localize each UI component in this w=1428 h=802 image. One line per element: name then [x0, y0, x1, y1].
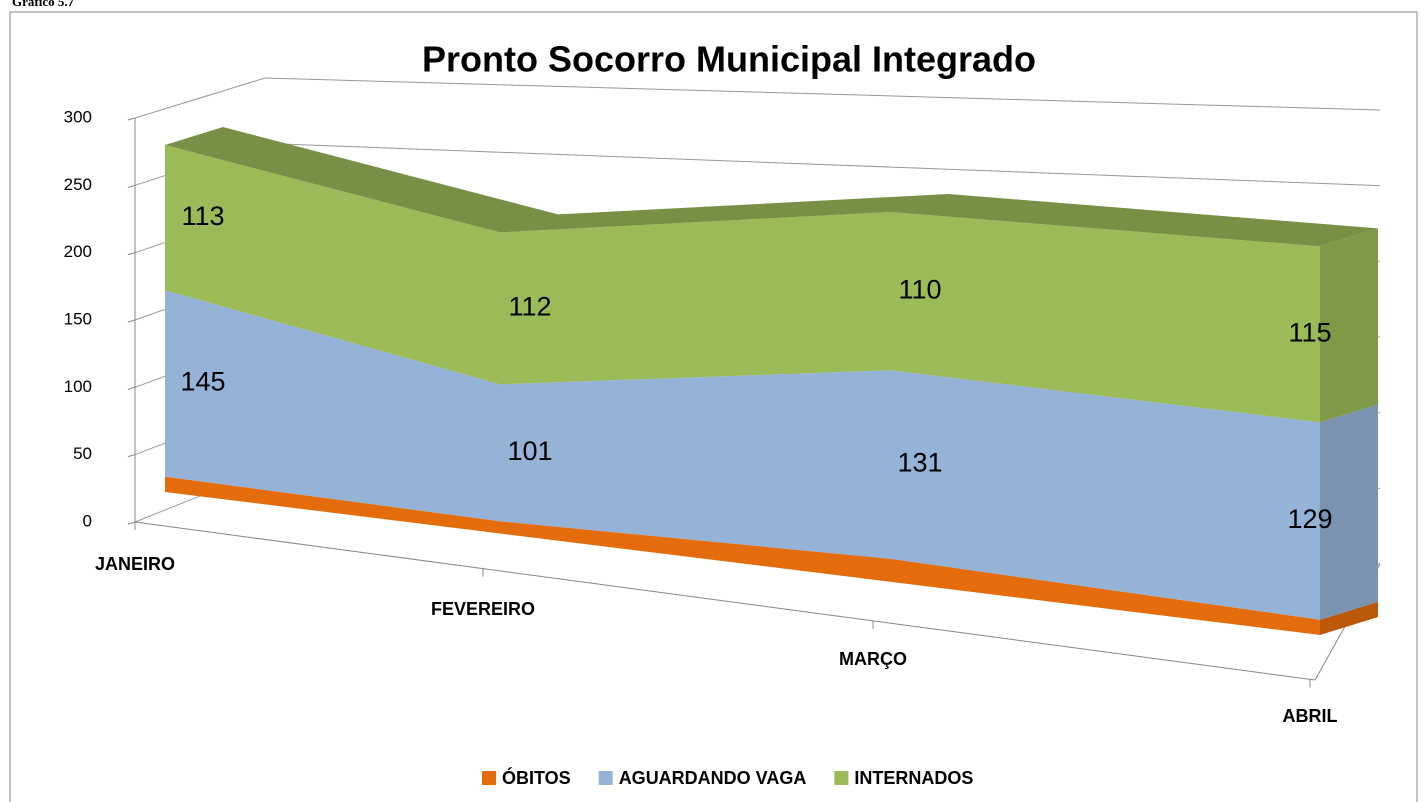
area-side — [1320, 601, 1378, 635]
y-tick-label: 50 — [73, 444, 92, 463]
y-tick-label: 250 — [64, 175, 92, 194]
tick-mark — [127, 117, 136, 121]
legend-label: ÓBITOS — [502, 767, 571, 788]
tick-mark — [127, 386, 136, 390]
data-label: 113 — [181, 201, 224, 231]
area — [165, 145, 1320, 423]
data-label: 110 — [898, 274, 941, 304]
chart-title: Pronto Socorro Municipal Integrado — [422, 39, 1036, 80]
x-tick-label: MARÇO — [839, 649, 907, 669]
y-tick-label: 150 — [64, 309, 92, 328]
area — [165, 476, 1320, 635]
area — [165, 290, 1320, 620]
data-label: 115 — [1288, 317, 1331, 347]
area-side — [1320, 228, 1378, 423]
area-side — [1320, 404, 1378, 620]
tick-mark — [127, 184, 136, 188]
data-label: 129 — [1287, 504, 1332, 534]
legend-swatch — [598, 771, 613, 785]
floor-edge — [134, 521, 1316, 681]
tick-mark — [127, 319, 136, 323]
tick-mark — [127, 454, 136, 458]
data-label: 131 — [897, 448, 942, 478]
legend-label: INTERNADOS — [854, 768, 973, 788]
grid-line — [264, 142, 1381, 187]
y-tick-label: 200 — [64, 242, 92, 261]
legend-swatch — [834, 771, 849, 785]
y-tick-label: 300 — [64, 107, 92, 126]
y-tick-label: 0 — [83, 511, 92, 530]
caption: Gráfico 5.7 — [12, 0, 75, 9]
y-tick-label: 100 — [64, 377, 92, 396]
grid-line — [134, 77, 266, 119]
x-tick-label: ABRIL — [1283, 706, 1338, 726]
data-label: 145 — [180, 367, 225, 397]
legend-swatch — [482, 771, 496, 785]
data-label: 112 — [508, 291, 551, 321]
tick-mark — [127, 252, 136, 256]
legend-label: AGUARDANDO VAGA — [619, 768, 807, 788]
area-top — [165, 127, 1378, 247]
data-label: 101 — [507, 436, 552, 466]
x-tick-label: FEVEREIRO — [431, 599, 535, 619]
grid-line — [264, 77, 1381, 111]
x-tick-label: JANEIRO — [95, 554, 175, 574]
tick-mark — [127, 521, 136, 525]
